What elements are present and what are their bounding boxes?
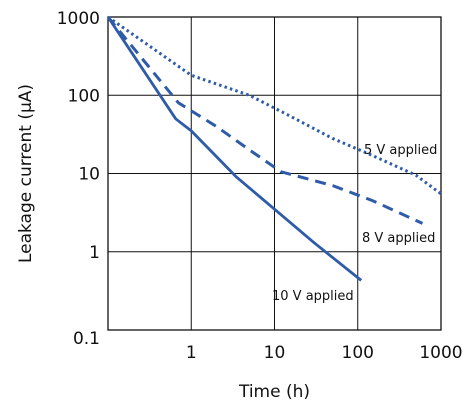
x-tick-label: 1000 xyxy=(419,343,462,363)
series-label-1: 5 V applied xyxy=(364,143,437,158)
y-tick-label: 1000 xyxy=(57,9,100,29)
x-tick-label: 100 xyxy=(342,343,374,363)
y-tick-label: 10 xyxy=(78,165,100,185)
x-tick-label: 10 xyxy=(264,343,286,363)
y-axis-label: Leakage current (μA) xyxy=(16,84,36,263)
series-line-3 xyxy=(106,16,363,282)
grid-layer xyxy=(108,17,441,330)
x-axis-label: Time (h) xyxy=(238,382,310,402)
series-label-2: 8 V applied xyxy=(362,231,435,246)
y-tick-label: 100 xyxy=(68,86,100,106)
x-tick-label: 1 xyxy=(186,343,197,363)
tick-layer: 1 10 100 1000 0.1 1 10 100 1000 xyxy=(57,9,463,363)
y-tick-label: 1 xyxy=(89,243,100,263)
series-label-layer: 5 V applied 8 V applied 10 V applied xyxy=(272,143,437,304)
y-tick-label: 0.1 xyxy=(73,329,100,349)
series-layer xyxy=(106,15,442,282)
series-line-2 xyxy=(106,16,424,225)
plot-frame xyxy=(107,16,442,331)
series-label-3: 10 V applied xyxy=(272,289,354,304)
